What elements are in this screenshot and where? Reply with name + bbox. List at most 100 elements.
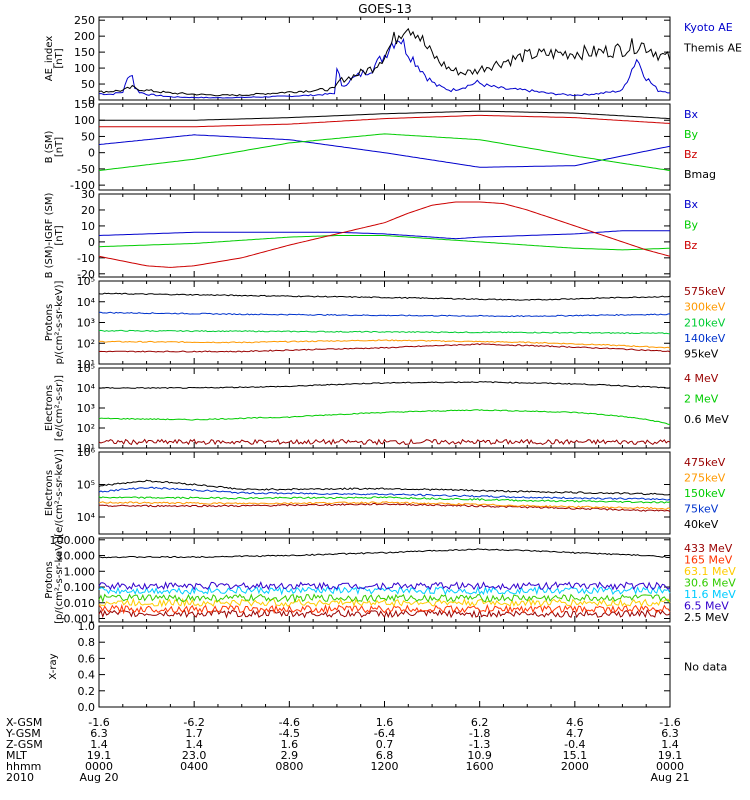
legend-label: 210keV	[684, 316, 726, 329]
y-axis-label: Electrons	[44, 470, 55, 516]
y-tick-label: 150	[74, 46, 95, 59]
legend-label: 11.6 MeV	[684, 588, 736, 601]
ephemeris-value: 1.4	[661, 738, 679, 751]
ephemeris-value: -6.2	[183, 716, 204, 729]
panel-frame	[98, 625, 671, 708]
y-tick-label: 100	[74, 62, 95, 75]
ephemeris-value: 1.6	[376, 716, 394, 729]
y-tick-label: -50	[77, 163, 95, 176]
ephemeris-value: 0400	[180, 760, 208, 773]
ephemeris-row-label: MLT	[6, 749, 27, 762]
ephemeris-value: 0.7	[376, 738, 394, 751]
y-tick-label: 10¹	[77, 358, 95, 371]
ephemeris-value: 6.3	[90, 727, 108, 740]
ephemeris-value: 6.8	[376, 749, 394, 762]
series-line-575kev	[98, 343, 671, 353]
series-line-6-5-mev	[98, 581, 671, 591]
ephemeris-value: -0.4	[564, 738, 585, 751]
legend-label: 140keV	[684, 332, 726, 345]
series-line-2-5-mev	[98, 548, 671, 559]
ephemeris-value: 10.9	[467, 749, 492, 762]
ephemeris-value: 19.1	[658, 749, 683, 762]
legend-label: Bz	[684, 148, 698, 161]
legend-label: Kyoto AE	[684, 21, 733, 34]
legend-label: 75keV	[684, 502, 719, 515]
series-line-bx	[98, 230, 670, 240]
series-line-165-mev	[98, 603, 671, 615]
ephemeris-value: 6.3	[661, 727, 679, 740]
y-tick-label: 20	[81, 204, 95, 217]
y-tick-label: 10.000	[57, 550, 96, 563]
legend-label: Themis AE	[683, 42, 742, 55]
y-tick-label: 10¹	[77, 442, 95, 455]
y-tick-label: 100.000	[50, 534, 96, 547]
ephemeris-value: 0000	[85, 760, 113, 773]
legend-label: 575keV	[684, 285, 726, 298]
legend-label: By	[684, 219, 699, 232]
series-line-40kev	[98, 479, 671, 496]
y-tick-label: 1.0	[78, 620, 96, 633]
y-tick-label: 0.2	[78, 685, 96, 698]
ephemeris-value: -1.8	[469, 727, 490, 740]
legend-label: Bz	[684, 239, 698, 252]
ephemeris-value: 23.0	[182, 749, 207, 762]
y-axis-label: [e/(cm²-s-sr)]	[54, 375, 65, 441]
series-line-themis-ae	[98, 27, 671, 97]
ephemeris-row-label: 2010	[6, 771, 34, 784]
panel-frame	[98, 367, 671, 449]
ephemeris-value: 0000	[656, 760, 684, 773]
ephemeris-value: 4.7	[566, 727, 584, 740]
series-line-11-6-mev	[98, 585, 671, 596]
y-tick-label: 10⁵	[77, 362, 95, 375]
series-line-275kev	[99, 501, 671, 510]
y-tick-label: 30	[81, 188, 95, 201]
ephemeris-value: 1200	[371, 760, 399, 773]
ephemeris-value: 19.1	[87, 749, 112, 762]
series-line-210kev	[98, 329, 671, 335]
ephemeris-row-label: hhmm	[6, 760, 41, 773]
legend-label: 95keV	[684, 348, 719, 361]
y-tick-label: 10²	[77, 422, 95, 435]
series-line-63-1-mev	[98, 597, 671, 608]
panel-4: 10¹ 10² 10³ 10⁴ 10⁵ Protons p/(cm²-s-sr-keV)] 5…	[44, 275, 726, 371]
series-line-95kev	[98, 292, 671, 301]
panel-8: 0.0 0.2 0.4 0.6 0.8 1.0 X-ray No data	[48, 620, 727, 714]
ephemeris-row-label: Y-GSM	[5, 727, 41, 740]
legend-label: No data	[684, 661, 727, 674]
y-tick-label: 200	[74, 30, 95, 43]
y-tick-label: -100	[70, 179, 95, 192]
ephemeris-value: Aug 20	[80, 771, 119, 784]
ephemeris-value: -1.6	[88, 716, 109, 729]
y-tick-label: 10⁵	[77, 479, 95, 492]
y-tick-label: 0.001	[64, 613, 96, 626]
y-tick-label: 0.6	[78, 652, 96, 665]
series-line-0-6-mev	[98, 381, 671, 389]
y-tick-label: 10²	[77, 337, 95, 350]
legend-label: 30.6 MeV	[684, 577, 736, 590]
y-tick-label: -10	[77, 252, 95, 265]
ephemeris-value: 2.9	[281, 749, 299, 762]
y-tick-label: 10⁴	[77, 511, 96, 524]
legend-label: Bmag	[684, 168, 716, 181]
ephemeris-value: 1.4	[90, 738, 108, 751]
y-tick-label: 0.100	[64, 581, 96, 594]
y-tick-label: -20	[77, 268, 95, 281]
y-tick-label: 0.0	[78, 701, 96, 714]
ephemeris-value: 0800	[275, 760, 303, 773]
y-axis-label: Protons	[44, 561, 55, 598]
legend-label: 2 MeV	[684, 393, 719, 406]
y-tick-label: 0.8	[78, 636, 96, 649]
ephemeris-value: -4.6	[279, 716, 300, 729]
y-tick-label: 0.4	[78, 669, 96, 682]
series-line-bz	[98, 201, 671, 268]
legend-label: Bx	[684, 198, 699, 211]
panel-frame	[98, 103, 671, 191]
legend-label: 275keV	[684, 471, 726, 484]
legend-label: 6.5 MeV	[684, 600, 729, 613]
y-tick-label: 0	[88, 94, 95, 107]
ephemeris-value: 6.2	[471, 716, 489, 729]
legend-label: 4 MeV	[684, 372, 719, 385]
y-axis-label: [e/(cm²-s-sr-keV)]	[54, 449, 65, 537]
y-tick-label: 0	[88, 236, 95, 249]
